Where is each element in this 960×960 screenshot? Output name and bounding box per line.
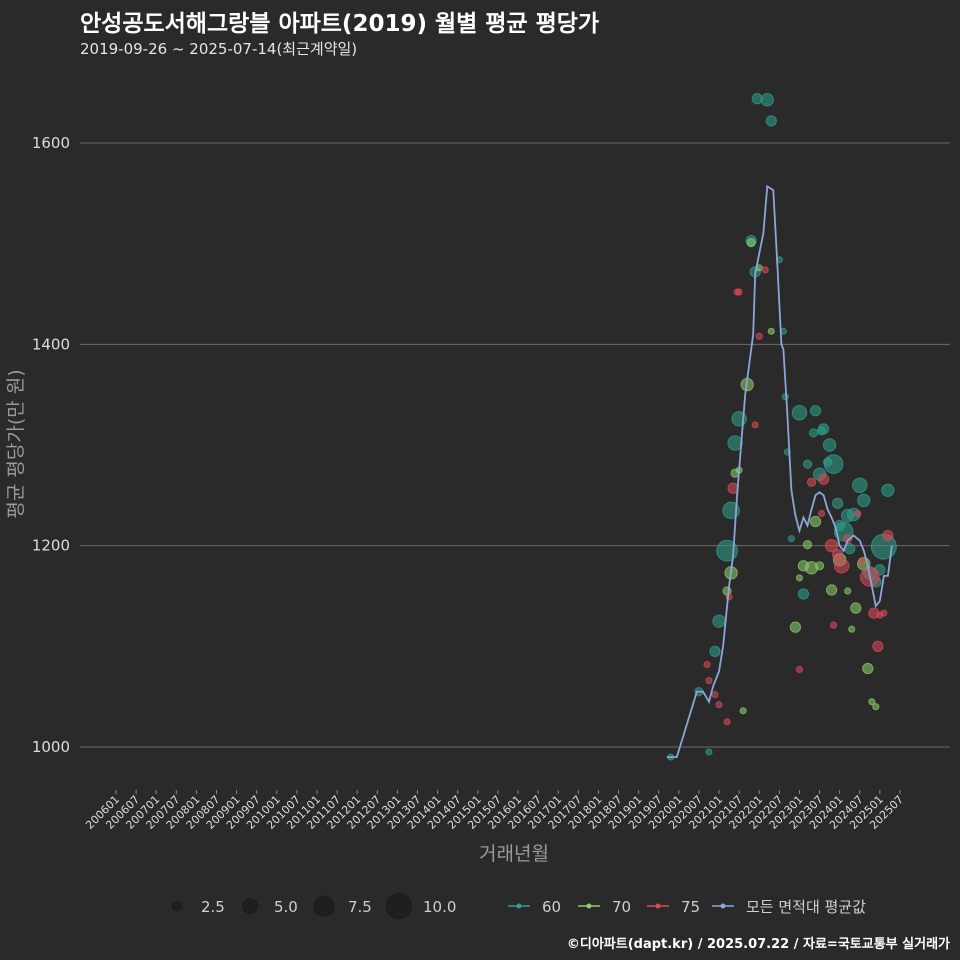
point-70 <box>825 584 838 596</box>
point-75 <box>817 473 830 485</box>
point-75 <box>872 640 884 652</box>
point-60 <box>712 614 726 628</box>
point-75 <box>715 701 723 709</box>
legend-color-dot <box>655 903 661 909</box>
point-60 <box>809 405 822 417</box>
legend-size-label: 5.0 <box>274 898 298 916</box>
point-75 <box>723 718 731 726</box>
point-70 <box>850 602 862 614</box>
legend-color-dot <box>516 903 522 909</box>
point-60 <box>705 748 713 756</box>
y-axis-label: 평균 평당가(만 원) <box>5 369 27 518</box>
point-75 <box>858 557 866 565</box>
legend-color-dot <box>720 903 726 909</box>
point-70 <box>767 327 775 335</box>
chart-subtitle: 2019-09-26 ~ 2025-07-14(최근계약일) <box>80 40 358 58</box>
average-line <box>666 184 893 758</box>
point-75 <box>761 266 769 274</box>
point-60 <box>851 477 868 494</box>
point-75 <box>880 609 888 617</box>
point-75 <box>735 288 743 296</box>
point-70 <box>739 707 747 715</box>
point-75 <box>703 660 711 669</box>
point-70 <box>848 625 856 633</box>
legend-size-dot <box>313 895 335 917</box>
point-75 <box>830 621 838 629</box>
legend: 2.5 5.0 7.5 10.0 60 70 75 모든 면적대 평균값 <box>171 893 866 919</box>
legend-color-label: 모든 면적대 평균값 <box>746 898 866 916</box>
footer-credit: ©디아파트(dapt.kr) / 2025.07.22 / 자료=국토교통부 실… <box>566 937 950 952</box>
point-60 <box>797 588 810 600</box>
point-70 <box>872 703 880 711</box>
point-60 <box>808 428 819 438</box>
chart-title: 안성공도서해그랑블 아파트(2019) 월별 평균 평당가 <box>80 11 600 37</box>
y-tick-label: 1400 <box>32 335 70 353</box>
point-75 <box>755 332 763 340</box>
point-70 <box>795 574 803 582</box>
point-60 <box>709 645 721 658</box>
legend-size-dot <box>171 900 183 912</box>
point-75 <box>795 665 803 674</box>
y-tick-label: 1200 <box>32 537 70 555</box>
legend-color-label: 60 <box>542 898 561 916</box>
point-70 <box>862 662 874 675</box>
point-60 <box>765 115 777 127</box>
point-70 <box>746 238 756 248</box>
point-70 <box>789 621 802 633</box>
point-60 <box>791 405 808 421</box>
point-60 <box>822 438 837 452</box>
legend-size-label: 10.0 <box>423 898 456 916</box>
gridlines <box>80 142 950 748</box>
legend-size-dot <box>242 898 258 914</box>
x-axis-ticks: 2006012006072007012007072008012008072009… <box>83 790 906 832</box>
point-60 <box>817 423 830 435</box>
y-tick-label: 1000 <box>32 738 70 756</box>
point-75 <box>806 477 817 487</box>
point-75 <box>833 558 850 574</box>
point-60 <box>760 93 774 107</box>
legend-color-dot <box>586 903 592 909</box>
point-60 <box>881 483 895 497</box>
point-70 <box>844 587 852 595</box>
y-axis-ticks: 1000 1200 1400 1600 <box>32 134 70 756</box>
point-60 <box>802 459 813 469</box>
legend-color-label: 75 <box>681 898 700 916</box>
point-75 <box>751 421 759 429</box>
point-70 <box>809 515 822 528</box>
y-tick-label: 1600 <box>32 134 70 152</box>
x-axis-label: 거래년월 <box>479 843 549 865</box>
point-75 <box>711 691 719 699</box>
legend-size-label: 7.5 <box>348 898 372 916</box>
point-60 <box>831 497 844 510</box>
point-70 <box>814 561 825 571</box>
legend-size-dot <box>386 893 412 919</box>
point-75 <box>882 529 894 542</box>
point-75 <box>824 538 839 553</box>
point-60 <box>787 535 795 543</box>
point-75 <box>854 509 862 518</box>
point-70 <box>802 540 813 550</box>
legend-size-label: 2.5 <box>201 898 225 916</box>
legend-color-label: 70 <box>612 898 631 916</box>
point-60 <box>727 435 743 451</box>
point-75 <box>818 509 826 518</box>
point-75 <box>705 677 713 685</box>
point-60 <box>823 454 844 474</box>
point-70 <box>868 698 876 706</box>
scatter-points <box>667 93 897 761</box>
point-60 <box>857 493 871 508</box>
average-line-group <box>666 184 893 758</box>
